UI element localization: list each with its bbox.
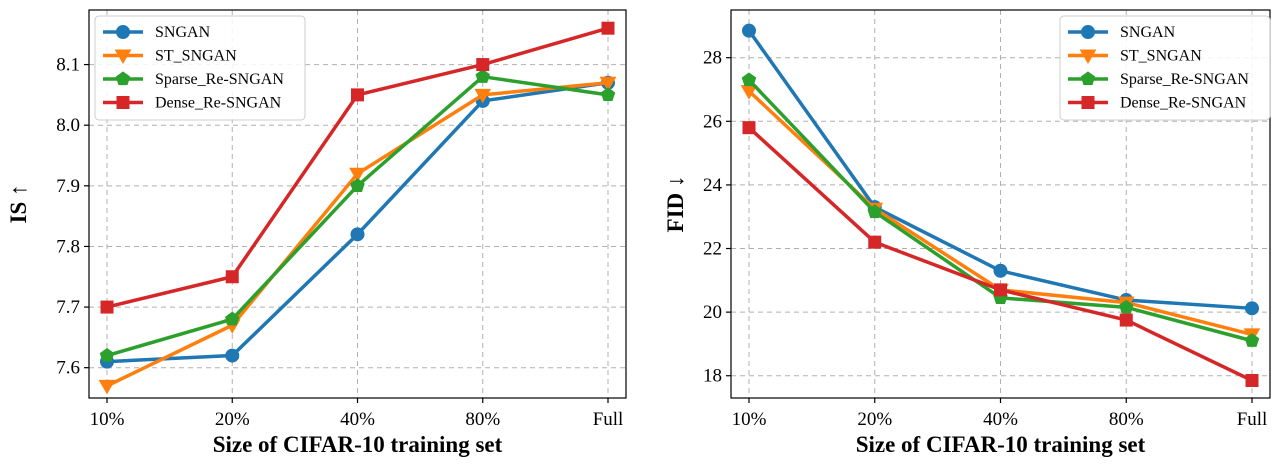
data-point [868,235,882,249]
data-point [994,283,1007,297]
legend: SNGAN ST_SNGAN Sparse_Re-SNGAN Dense_Re-SNG… [94,15,306,121]
x-axis-label: Size of CIFAR-10 training set [213,432,503,457]
y-tick-label: 7.6 [56,358,80,379]
data-point [1119,313,1133,327]
legend-marker [1081,25,1095,39]
data-point [601,21,615,35]
data-point [475,69,490,83]
data-point [600,87,616,102]
y-tick-label: 7.8 [56,236,80,257]
series-dense-re-sngan [100,21,615,314]
x-tick-label: 10% [732,409,767,430]
y-tick-label: 20 [703,302,722,323]
x-tick-label: 20% [857,409,892,430]
data-point [1119,299,1134,314]
data-point [474,88,492,104]
legend-entry: SNGAN [1120,24,1176,41]
data-point [349,167,366,183]
x-tick-label: 40% [340,409,375,430]
fid-chart: 10% 20% 40% 80% Full 18 20 22 24 26 28 Size of CIFA… [663,9,1271,457]
legend-marker [1079,49,1097,65]
x-tick-label: 20% [215,409,250,430]
data-point [993,263,1008,278]
series-sparse-re-sngan [99,69,616,362]
data-point [99,347,115,362]
data-point [350,178,365,192]
y-tick-label: 24 [703,175,723,196]
series-dense-re-sngan [742,121,1259,388]
legend-marker [114,49,132,65]
data-point [867,204,882,219]
legend-box [94,15,306,121]
legend-entry: Sparse_Re-SNGAN [1120,71,1249,88]
y-tick-label: 18 [703,366,722,387]
legend-entry: Dense_Re-SNGAN [1120,95,1247,112]
x-tick-label: Full [593,409,624,430]
legend-entry: ST_SNGAN [155,48,237,65]
data-point [350,227,365,242]
is-chart: 10% 20% 40% 80% Full 7.6 7.7 7.8 7.9 8.0 8.1 Size o… [6,9,627,457]
data-point [742,121,756,135]
legend-entry: SNGAN [155,24,211,41]
legend-marker [1081,96,1095,109]
y-tick-label: 22 [703,239,722,260]
x-tick-label: 40% [983,409,1018,430]
legend-marker [116,96,130,109]
data-point [599,76,617,92]
data-point [741,72,757,87]
data-point [100,300,114,314]
x-tick-label: 10% [90,409,125,430]
series-sparse-re-sngan [741,72,1260,347]
data-point [351,88,364,102]
legend-box [1059,15,1271,121]
data-point [476,58,490,72]
data-point [98,379,116,395]
y-tick-label: 8.1 [56,55,80,76]
x-tick-label: 80% [465,409,500,430]
legend-entry: Sparse_Re-SNGAN [155,71,284,88]
data-point [1245,301,1259,316]
x-axis-label: Size of CIFAR-10 training set [856,432,1146,457]
y-tick-label: 28 [703,48,722,69]
legend-marker [116,25,130,39]
data-point [225,311,240,326]
legend-marker [1080,71,1096,86]
legend-entry: Dense_Re-SNGAN [155,95,282,112]
legend-entry: ST_SNGAN [1120,48,1202,65]
y-tick-label: 7.7 [56,297,80,318]
legend-marker [115,71,131,86]
x-tick-label: Full [1237,409,1268,430]
y-axis-label: FID ↓ [663,176,688,233]
data-point [1245,374,1259,388]
y-axis-label: IS ↑ [6,185,31,224]
data-point [225,270,239,284]
x-tick-label: 80% [1109,409,1144,430]
data-point [225,348,240,363]
data-point [1244,333,1260,347]
y-tick-label: 7.9 [56,176,80,197]
legend: SNGAN ST_SNGAN Sparse_Re-SNGAN Dense_Re-SNG… [1059,15,1271,121]
y-tick-label: 8.0 [56,115,80,136]
y-tick-label: 26 [703,111,722,132]
data-point [742,23,756,38]
